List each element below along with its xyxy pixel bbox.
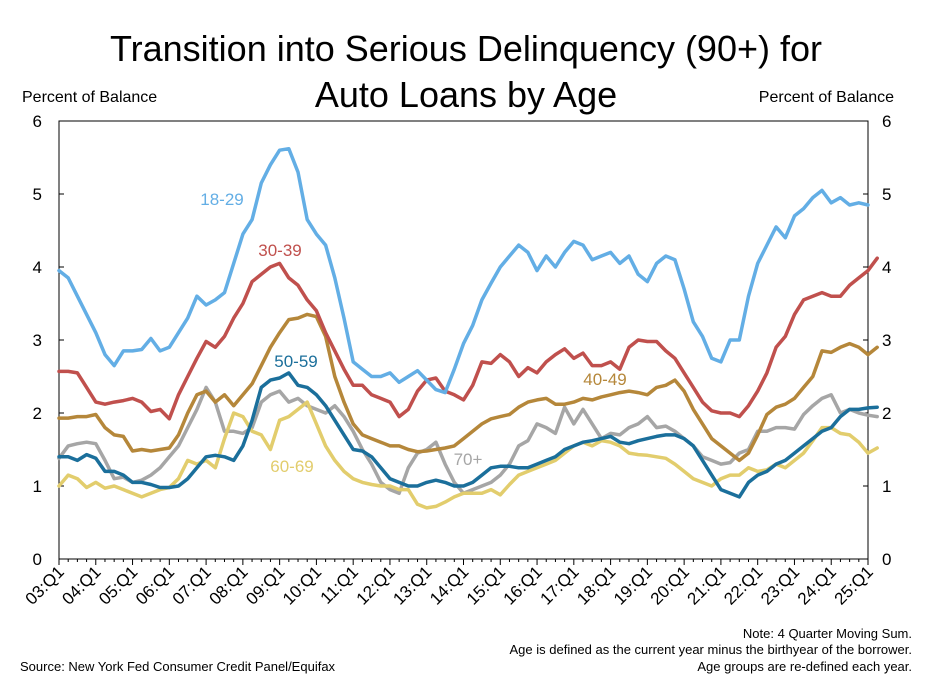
x-tick-label: 23:Q1 <box>757 562 803 608</box>
series-label-50-59: 50-59 <box>274 352 317 371</box>
x-tick-label: 06:Q1 <box>132 562 178 608</box>
chart-title: Transition into Serious Delinquency (90+… <box>0 26 932 118</box>
x-tick-label: 09:Q1 <box>242 562 288 608</box>
x-tick-label: 21:Q1 <box>684 562 730 608</box>
x-tick-label: 14:Q1 <box>426 562 472 608</box>
y-tick-label-right: 2 <box>882 404 891 423</box>
x-tick-label: 04:Q1 <box>58 562 104 608</box>
y-tick-label-right: 6 <box>882 112 891 131</box>
x-tick-label: 10:Q1 <box>279 562 325 608</box>
y-tick-label-left: 0 <box>33 550 42 569</box>
x-tick-label: 25:Q1 <box>831 562 877 608</box>
x-tick-label: 24:Q1 <box>794 562 840 608</box>
series-line-50-59 <box>57 371 879 499</box>
x-tick-label: 03:Q1 <box>22 562 68 608</box>
series-label-30-39: 30-39 <box>258 241 301 260</box>
y-tick-label-left: 4 <box>33 258 42 277</box>
series-label-40-49: 40-49 <box>583 370 626 389</box>
series-label-60-69: 60-69 <box>270 457 313 476</box>
y-tick-label-right: 1 <box>882 477 891 496</box>
series-line-40-49 <box>57 312 879 463</box>
y-tick-label-left: 3 <box>33 331 42 350</box>
series-label-18-29: 18-29 <box>200 190 243 209</box>
x-tick-label: 08:Q1 <box>206 562 252 608</box>
y-tick-label-right: 5 <box>882 185 891 204</box>
y-tick-label-right: 4 <box>882 258 891 277</box>
x-tick-label: 05:Q1 <box>95 562 141 608</box>
y-tick-label-left: 6 <box>33 112 42 131</box>
chart-title-line-1: Transition into Serious Delinquency (90+… <box>109 28 823 69</box>
y-tick-label-left: 5 <box>33 185 42 204</box>
series-label-70plus: 70+ <box>454 450 483 469</box>
y-tick-label-right: 3 <box>882 331 891 350</box>
right-axis-unit-label: Percent of Balance <box>758 89 894 106</box>
note-line-3: Age groups are re-defined each year. <box>697 659 912 674</box>
x-tick-label: 12:Q1 <box>353 562 399 608</box>
series-line-30-39 <box>57 256 879 421</box>
x-tick-label: 19:Q1 <box>610 562 656 608</box>
note-line-1: Note: 4 Quarter Moving Sum. <box>742 626 912 641</box>
x-tick-label: 13:Q1 <box>389 562 435 608</box>
series-line-18-29 <box>57 146 870 395</box>
chart-title-line-2: Auto Loans by Age <box>314 74 618 115</box>
series-line-60-69 <box>57 400 879 510</box>
y-tick-label-right: 0 <box>882 550 891 569</box>
x-tick-label: 16:Q1 <box>500 562 546 608</box>
series-line-70plus <box>57 385 879 496</box>
x-tick-label: 18:Q1 <box>573 562 619 608</box>
x-tick-label: 07:Q1 <box>169 562 215 608</box>
x-tick-label: 22:Q1 <box>720 562 766 608</box>
x-tick-label: 20:Q1 <box>647 562 693 608</box>
x-tick-label: 17:Q1 <box>536 562 582 608</box>
note-line-2: Age is defined as the current year minus… <box>509 642 913 657</box>
y-tick-label-left: 1 <box>33 477 42 496</box>
x-tick-label: 15:Q1 <box>463 562 509 608</box>
x-tick-label: 11:Q1 <box>317 562 362 607</box>
left-axis-unit-label: Percent of Balance <box>22 89 158 106</box>
y-tick-label-left: 2 <box>33 404 42 423</box>
source-note: Source: New York Fed Consumer Credit Pan… <box>20 659 336 674</box>
